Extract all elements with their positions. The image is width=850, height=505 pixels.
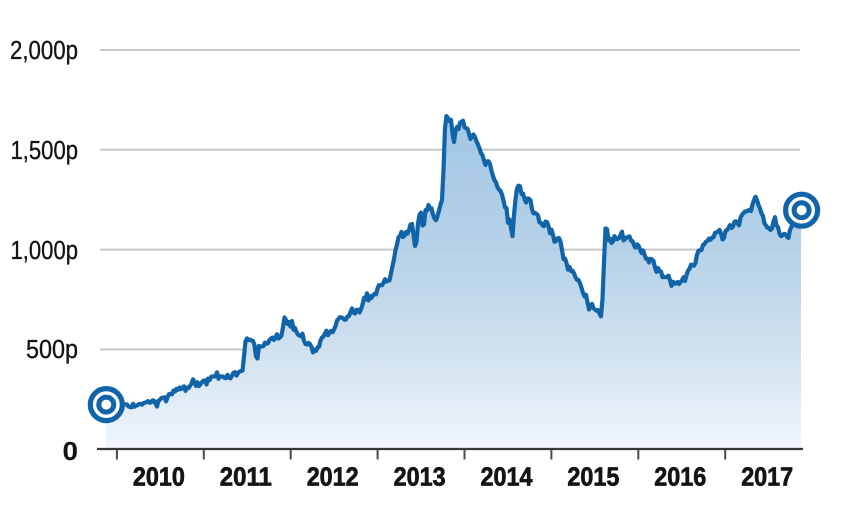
svg-text:2012: 2012 [307,464,359,492]
svg-text:2010: 2010 [133,464,185,492]
svg-text:2011: 2011 [220,464,272,492]
svg-text:2015: 2015 [567,464,619,492]
svg-text:2017: 2017 [741,464,793,492]
svg-text:0: 0 [63,438,79,466]
svg-text:2014: 2014 [481,464,534,492]
svg-text:2016: 2016 [654,464,706,492]
svg-text:2,000p: 2,000p [10,37,78,65]
svg-text:1,000p: 1,000p [11,237,79,265]
svg-text:500p: 500p [26,336,78,364]
svg-text:2013: 2013 [394,464,446,492]
svg-text:1,500p: 1,500p [11,137,79,165]
